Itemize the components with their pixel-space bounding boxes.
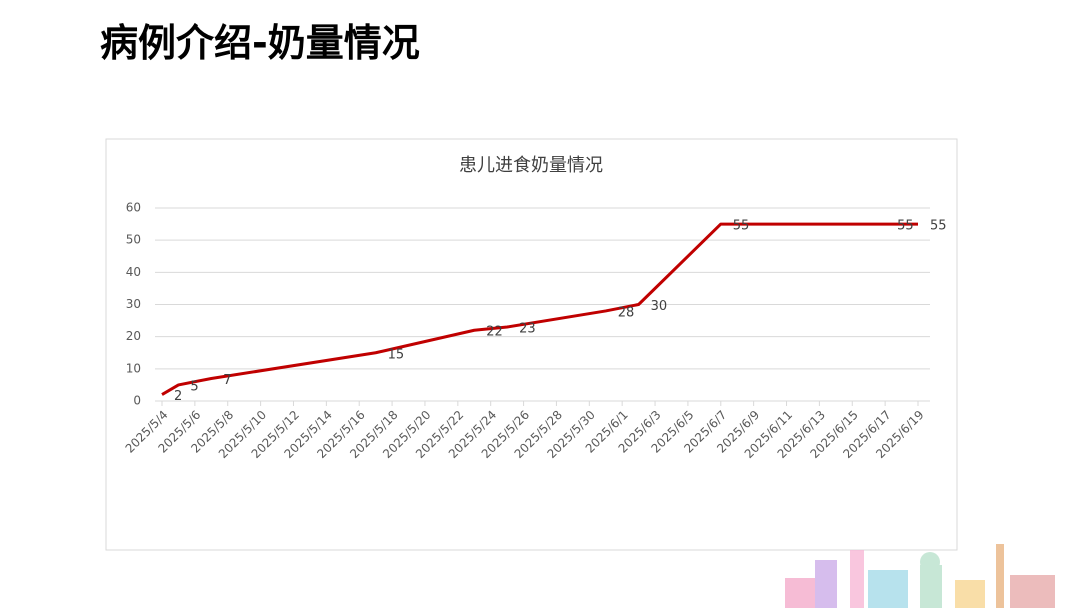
slide-title: 病例介绍-奶量情况 [100,21,420,65]
data-label: 55 [733,219,750,234]
chart-frame [105,138,958,551]
y-tick-label: 60 [126,201,141,215]
y-tick-label: 50 [126,233,141,247]
data-label: 2 [174,389,182,404]
skyline-decoration [785,544,1055,608]
y-tick-label: 30 [126,297,141,311]
data-label: 55 [897,219,914,234]
data-label: 15 [388,347,405,362]
data-label: 28 [618,305,635,320]
data-label: 5 [190,379,198,394]
y-tick-label: 0 [133,394,141,408]
y-tick-label: 20 [126,329,141,343]
y-tick-label: 40 [126,265,141,279]
y-tick-label: 10 [126,361,141,375]
data-label: 7 [223,373,231,388]
chart-title: 患儿进食奶量情况 [459,155,603,176]
data-label: 55 [930,219,947,234]
data-label: 23 [519,322,536,337]
data-line [161,222,918,396]
data-label: 22 [486,325,503,340]
data-label: 30 [651,299,668,314]
